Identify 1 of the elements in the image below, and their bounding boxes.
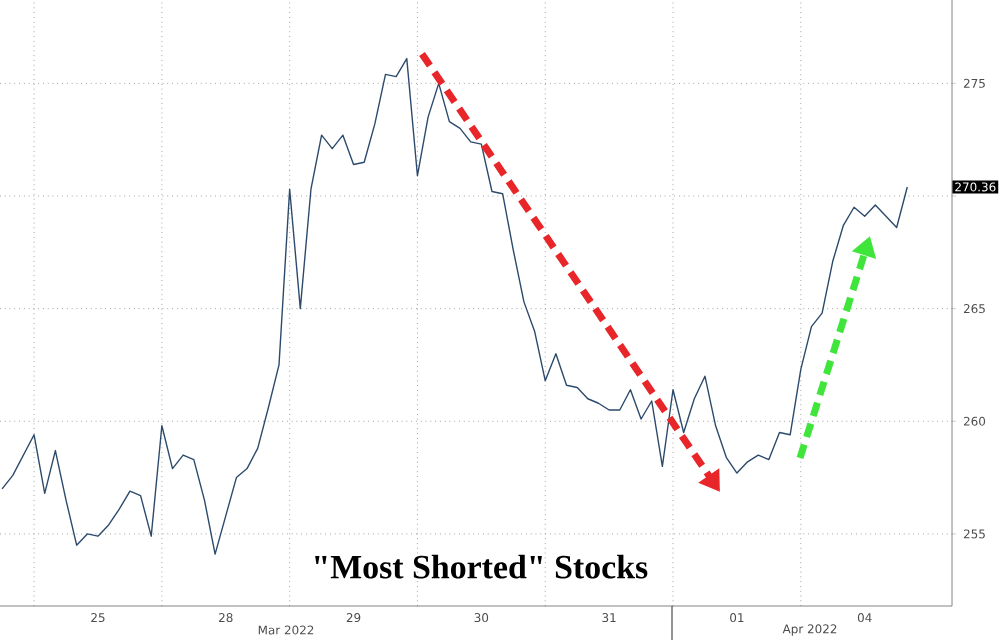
text: "Most Shorted" Stocks — [315, 554, 648, 579]
